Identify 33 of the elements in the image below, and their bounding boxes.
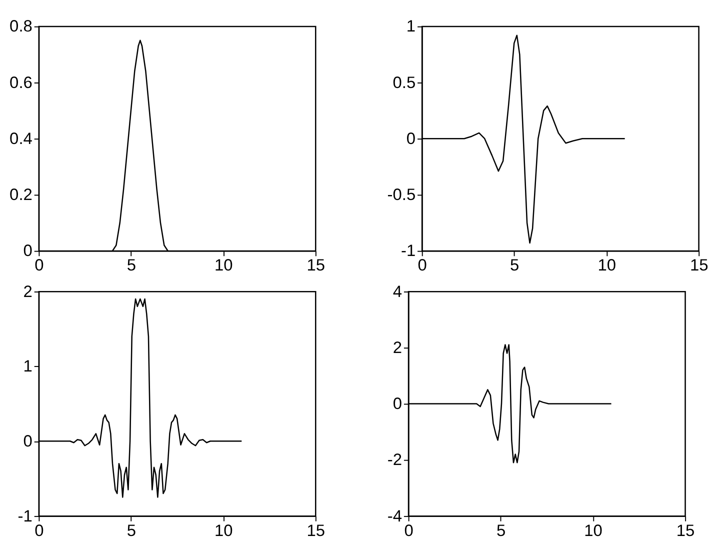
y-tick-label: 0 xyxy=(392,395,402,414)
x-tick-label: 15 xyxy=(690,256,708,275)
x-tick-label: 5 xyxy=(126,256,136,275)
x-tick-label: 5 xyxy=(126,522,136,540)
y-tick-label: 2 xyxy=(23,282,32,301)
x-tick-label: 10 xyxy=(584,522,602,540)
y-tick-label: 1 xyxy=(23,358,32,376)
y-tick-label: 1 xyxy=(406,18,416,36)
y-tick-label: 2 xyxy=(392,338,402,357)
y-tick-label: 0 xyxy=(23,432,32,450)
y-tick-label: 0.2 xyxy=(10,186,32,204)
x-tick-label: 15 xyxy=(306,256,326,275)
y-tick-label: 0 xyxy=(23,242,32,260)
y-tick-label: 0.5 xyxy=(392,74,416,92)
y-tick-label: -4 xyxy=(387,507,402,526)
x-tick-label: 5 xyxy=(496,522,506,540)
x-tick-label: 10 xyxy=(598,256,616,275)
x-tick-label: 15 xyxy=(306,522,326,540)
x-tick-label: 5 xyxy=(510,256,520,275)
y-tick-label: 0 xyxy=(406,130,416,148)
y-tick-label: -1 xyxy=(400,242,416,260)
y-tick-label: -0.5 xyxy=(387,186,416,204)
y-tick-label: 0.4 xyxy=(10,130,32,148)
x-tick-label: 0 xyxy=(34,256,44,275)
y-tick-label: 0.6 xyxy=(10,74,32,92)
x-tick-label: 15 xyxy=(676,522,695,540)
y-tick-label: 4 xyxy=(392,282,402,301)
y-tick-label: -2 xyxy=(387,451,402,470)
y-tick-label: 0.8 xyxy=(10,18,32,36)
y-tick-label: -1 xyxy=(18,507,32,526)
x-tick-label: 0 xyxy=(34,522,44,540)
x-tick-label: 10 xyxy=(214,256,233,275)
x-tick-label: 10 xyxy=(214,522,233,540)
